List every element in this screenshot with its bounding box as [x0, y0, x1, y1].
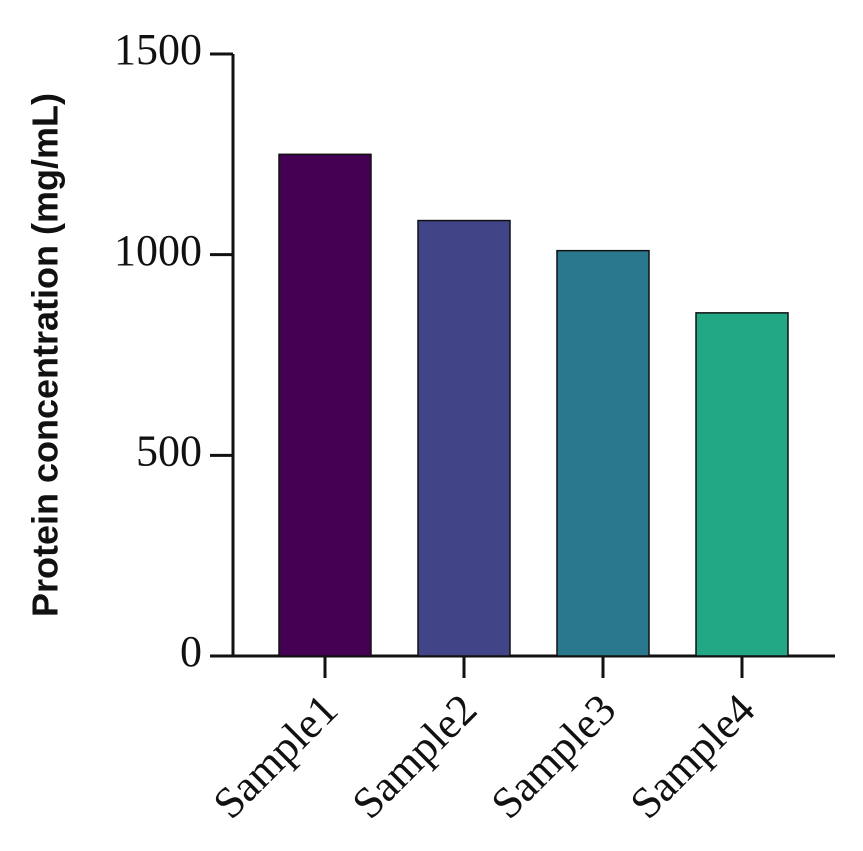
- y-tick-label: 1000: [114, 226, 202, 275]
- bar: [417, 219, 511, 657]
- y-tick-label: 0: [180, 627, 202, 676]
- y-axis-label: Protein concentration (mg/mL): [25, 93, 66, 617]
- y-tick-label: 500: [136, 426, 202, 475]
- x-tick-label: Sample4: [621, 685, 765, 829]
- x-tick-label: Sample3: [482, 685, 626, 829]
- bar: [278, 153, 372, 657]
- x-tick-label: Sample2: [343, 685, 487, 829]
- x-tick-label: Sample1: [204, 685, 348, 829]
- bar: [556, 249, 650, 657]
- y-tick-label: 1500: [114, 25, 202, 74]
- bar: [695, 312, 789, 657]
